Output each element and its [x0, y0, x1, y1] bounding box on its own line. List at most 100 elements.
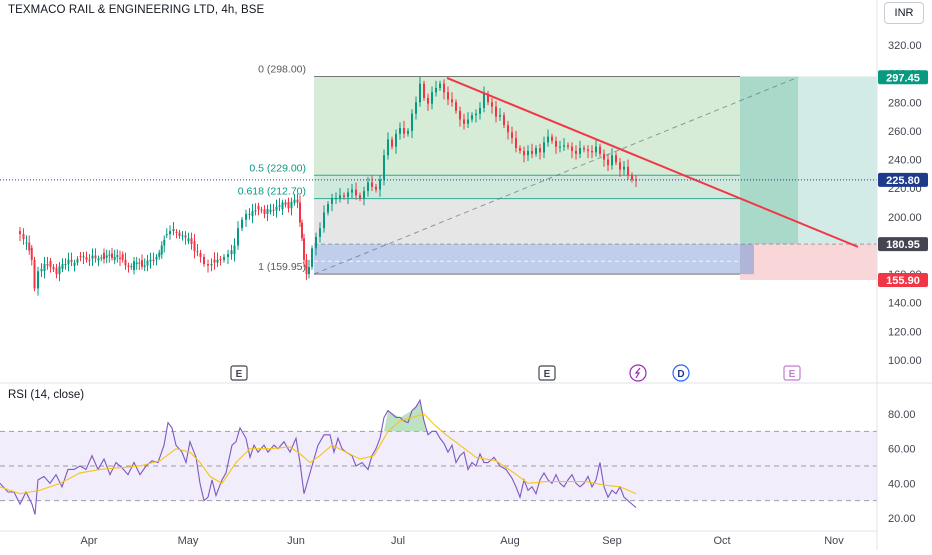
candle-body	[627, 166, 629, 176]
candle-body	[172, 229, 175, 232]
candle-body	[213, 259, 216, 263]
price-tick-label: 280.00	[888, 97, 922, 109]
marker-label: E	[544, 369, 551, 380]
event-marker-earnings-upcoming[interactable]: E	[783, 365, 801, 381]
candle-body	[260, 209, 263, 211]
price-tick-label: 100.00	[888, 355, 922, 367]
candle-body	[301, 222, 303, 239]
projection-line	[313, 76, 799, 275]
candle-body	[85, 257, 88, 260]
candle-body	[305, 259, 308, 275]
candle-body	[455, 102, 457, 111]
candle-body	[479, 108, 481, 114]
dividend-icon[interactable]	[672, 364, 690, 382]
candle-body	[403, 128, 405, 134]
candle-body	[103, 252, 105, 260]
candle-body	[190, 238, 193, 245]
event-marker-split[interactable]	[629, 364, 647, 382]
candle-body	[591, 150, 593, 153]
candle-body	[539, 148, 541, 153]
candle-body	[138, 262, 141, 264]
candle-body	[33, 259, 36, 289]
stop-zone	[740, 244, 877, 280]
currency-button[interactable]: INR	[884, 2, 924, 24]
candle-body	[459, 110, 461, 120]
candle-body	[487, 93, 489, 103]
time-tick-label: May	[178, 535, 199, 547]
candle-body	[143, 265, 146, 267]
candle-body	[575, 150, 577, 154]
price-label-text: 225.80	[886, 175, 920, 187]
candle-body	[108, 254, 111, 256]
price-tick-label: 240.00	[888, 155, 922, 167]
candle-body	[116, 255, 119, 257]
candle-body	[248, 213, 251, 215]
candle-body	[339, 195, 341, 199]
candle-body	[187, 238, 190, 242]
rsi-tick-label: 20.00	[888, 513, 916, 525]
candle-body	[407, 130, 409, 134]
candle-body	[165, 234, 168, 236]
candle-body	[100, 257, 103, 259]
price-label-bg	[878, 237, 928, 252]
candle-body	[335, 198, 337, 200]
marker-label: E	[236, 369, 243, 380]
candle-body	[169, 231, 171, 234]
time-tick-label: Apr	[80, 535, 97, 547]
earnings-icon[interactable]	[783, 365, 801, 381]
candle-body	[251, 211, 254, 216]
rsi-ma-line	[0, 413, 637, 495]
candle-body	[254, 210, 257, 212]
candle-body	[290, 201, 293, 209]
fib-zone-0618-1-upper	[314, 198, 740, 245]
candle-body	[519, 148, 521, 151]
candle-body	[603, 153, 605, 160]
candle-body	[70, 259, 73, 262]
event-marker-dividend[interactable]: D	[672, 364, 690, 382]
candle-body	[399, 128, 401, 134]
fib-zone-0618-1-lower	[314, 244, 740, 275]
trendline[interactable]	[446, 77, 859, 248]
candle-body	[203, 256, 205, 265]
chart-title: TEXMACO RAIL & ENGINEERING LTD, 4h, BSE	[8, 4, 265, 16]
candle-body	[237, 228, 239, 246]
price-label-bg	[878, 272, 928, 287]
candle-body	[383, 155, 385, 180]
candle-body	[40, 269, 43, 272]
candle-body	[511, 132, 513, 139]
event-marker-earnings[interactable]: E	[538, 365, 556, 381]
candle-body	[25, 242, 28, 244]
candle-body	[52, 266, 55, 270]
price-label-tag: 297.45	[878, 70, 928, 85]
candle-body	[327, 203, 329, 213]
candle-body	[199, 252, 202, 257]
candle-body	[315, 236, 317, 249]
candle-body	[61, 264, 64, 270]
candle-body	[547, 136, 549, 143]
candle-body	[266, 209, 269, 214]
candle-body	[543, 142, 545, 153]
time-tick-label: Jun	[287, 535, 305, 547]
candle-body	[311, 248, 313, 267]
lightning-icon	[634, 367, 641, 379]
candle-body	[64, 263, 67, 265]
candle-body	[141, 260, 143, 267]
candle-body	[30, 247, 33, 260]
candle-body	[551, 136, 553, 141]
rsi-tick-label: 60.00	[888, 444, 916, 456]
candle-body	[230, 250, 233, 255]
event-marker-earnings[interactable]: E	[230, 365, 248, 381]
rsi-title: RSI (14, close)	[8, 389, 85, 401]
candle-body	[73, 262, 76, 266]
candle-body	[435, 87, 437, 93]
earnings-icon[interactable]	[538, 365, 556, 381]
earnings-icon[interactable]	[230, 365, 248, 381]
candle-body	[303, 238, 305, 260]
candle-body	[46, 264, 49, 266]
candle-body	[371, 182, 373, 187]
candle-body	[278, 205, 281, 207]
candle-body	[124, 259, 127, 266]
candle-body	[579, 148, 581, 154]
